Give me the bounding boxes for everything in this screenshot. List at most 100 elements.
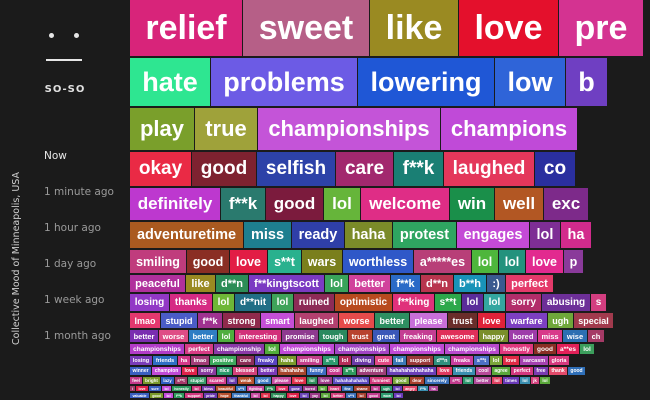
mood-word: thankful [232, 393, 250, 398]
mood-word: tough [319, 330, 347, 342]
mood-word: please [410, 313, 447, 328]
mood-word: losing [130, 356, 152, 365]
mood-word: wars [302, 250, 342, 273]
mood-word: feel [130, 377, 142, 384]
mood-word: lol [520, 377, 530, 384]
mood-word: d**n [434, 356, 450, 365]
mood-word: honestly [172, 386, 191, 391]
mood-word: s**t [175, 377, 187, 384]
mood-word: special [574, 313, 613, 328]
mood-word: d**nit [235, 294, 271, 311]
mood-word: cool [476, 367, 491, 375]
mood-word: good [266, 188, 323, 220]
mood-word: f**k [394, 152, 443, 186]
mood-word: f**kingtscott [249, 275, 324, 292]
mood-word: lol [540, 377, 550, 384]
mood-word: nice [217, 367, 232, 375]
mood-word: diving [352, 356, 374, 365]
mood-word: better [474, 377, 491, 384]
mood-word: love [459, 0, 558, 56]
mood-word: okay [130, 152, 191, 186]
time-option[interactable]: 1 month ago [44, 330, 111, 342]
time-option[interactable]: 1 day ago [44, 258, 97, 270]
mood-word: scared [207, 377, 226, 384]
mood-word: relief [130, 0, 242, 56]
mood-word: love [136, 386, 148, 391]
mood-word: definitely [130, 188, 220, 220]
mood-word: sorry [198, 367, 216, 375]
mood-word: ready [292, 222, 344, 248]
mood-word: a**es [557, 344, 579, 354]
mood-word: champion [152, 367, 181, 375]
mood-word: haha [345, 222, 392, 248]
mood-word: optimistic [335, 294, 392, 311]
mood-word: problems [211, 58, 357, 106]
mood-word: exc [544, 188, 588, 220]
mood-word: funny [307, 367, 326, 375]
time-option[interactable]: Now [44, 150, 67, 162]
mood-word: support [185, 393, 203, 398]
mood-word: lol [318, 386, 327, 391]
mood-word: shame [354, 386, 370, 391]
mood-word: lol [272, 294, 293, 311]
mood-word: freaky [255, 356, 277, 365]
mood-word: ugh [548, 313, 573, 328]
mood-word: s**t [323, 356, 338, 365]
mood-word: ha [429, 386, 438, 391]
mood-word: play [130, 108, 194, 150]
sidebar: SO-SO Collective Mood of Minneapolis, US… [0, 0, 130, 400]
mood-face-icon [46, 33, 82, 63]
mood-word: f**k [265, 386, 275, 391]
mood-word: love [276, 386, 288, 391]
mood-word: agree [492, 367, 510, 375]
time-option[interactable]: 1 minute ago [44, 186, 114, 198]
mood-word: lol [162, 386, 171, 391]
mood-word: lol [300, 393, 309, 398]
mood-word: f**k [198, 313, 222, 328]
mood-word: perfect [506, 275, 553, 292]
mood-word: lol [492, 377, 502, 384]
mood-word: better [130, 330, 158, 342]
mood-word: awesome [437, 330, 478, 342]
mood-word: like [370, 0, 458, 56]
mood-word: :) [487, 275, 505, 292]
mood-word: laughed [295, 313, 338, 328]
mood-word: bored [509, 330, 537, 342]
mood-word: lol [357, 393, 366, 398]
mood-word: worse [159, 330, 188, 342]
mood-word: like [186, 275, 215, 292]
mood-word: yay [310, 393, 320, 398]
mood-word: honestly [500, 344, 533, 354]
mood-word: lol [393, 386, 402, 391]
mood-word: lol [472, 250, 498, 273]
mood-word: lol [339, 356, 351, 365]
mood-word: lol [218, 330, 234, 342]
mood-word: fail [393, 356, 406, 365]
mood-word: ruined [294, 294, 334, 311]
time-option[interactable]: 1 hour ago [44, 222, 101, 234]
mood-word: smart [261, 313, 294, 328]
mood-word: please [272, 377, 291, 384]
mood-word: love [182, 367, 197, 375]
mood-word: lol [261, 393, 270, 398]
mood-word: champions [441, 108, 577, 150]
mood-word: peaceful [130, 275, 185, 292]
mood-word: worthless [343, 250, 413, 273]
mood-word: s [591, 294, 606, 311]
mood-word: lowering [358, 58, 494, 106]
mood-word: bright [143, 377, 160, 384]
mood-word: great [373, 330, 399, 342]
mood-word: cool [327, 367, 342, 375]
mood-word: fine [342, 386, 353, 391]
mood-word: lol [530, 222, 560, 248]
mood-word: good [367, 393, 380, 398]
mood-word: championships [390, 344, 444, 354]
mood-word: championships [258, 108, 440, 150]
mood-word: sincerely [425, 377, 449, 384]
mood-word: lol [462, 294, 483, 311]
mood-word: care [336, 152, 393, 186]
time-option[interactable]: 1 week ago [44, 294, 105, 306]
mood-word: interesting [235, 330, 281, 342]
mood-word: strong [223, 313, 260, 328]
mood-word: lol [490, 356, 502, 365]
